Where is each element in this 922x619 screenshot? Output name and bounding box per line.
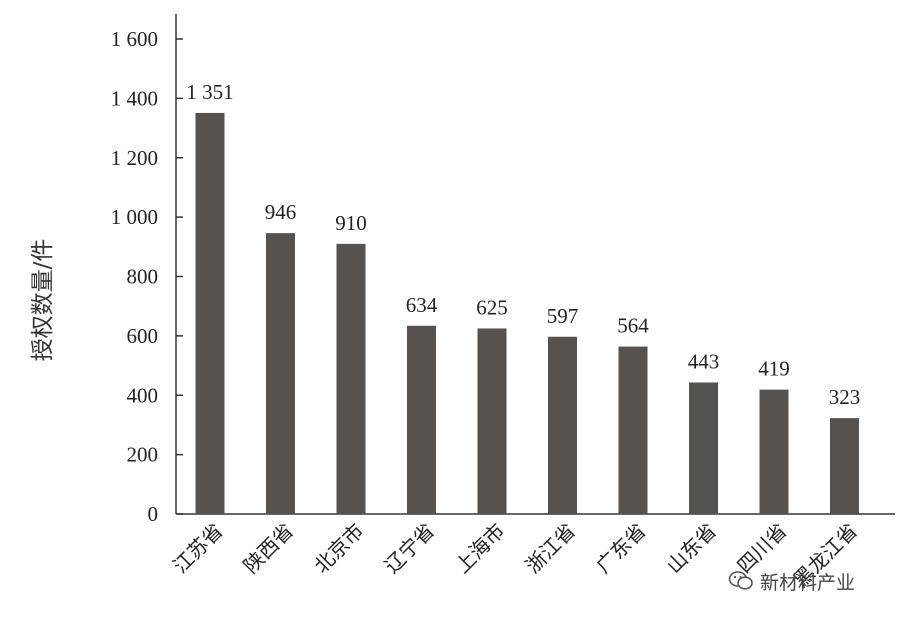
- bar: [407, 325, 436, 514]
- y-tick-label: 1 000: [111, 205, 158, 229]
- y-tick-label: 200: [127, 443, 159, 467]
- bar: [266, 233, 295, 514]
- y-axis-title: 授权数量/件: [30, 239, 56, 362]
- watermark: 新材料产业: [728, 566, 908, 596]
- y-tick-label: 1 600: [111, 27, 158, 51]
- data-label: 634: [406, 293, 438, 317]
- y-ticks: 0 200 400 600 800 1 000 1 200 1 400 1 600: [111, 27, 183, 526]
- bar: [618, 346, 648, 514]
- data-label: 1 351: [186, 80, 233, 104]
- data-label: 419: [758, 357, 790, 381]
- category-label: 上海市: [450, 519, 509, 578]
- bar: [689, 382, 718, 514]
- data-label: 625: [476, 295, 508, 319]
- data-label: 323: [829, 385, 861, 409]
- bar: [477, 328, 507, 514]
- category-label: 浙江省: [521, 519, 580, 578]
- bar: [830, 418, 859, 514]
- data-label: 597: [547, 304, 579, 328]
- data-label: 910: [335, 211, 367, 235]
- bar: [195, 112, 225, 514]
- y-tick-label: 600: [127, 324, 159, 348]
- data-labels: 1 351 946 910 634 625 597 564 443 419 323: [186, 80, 860, 409]
- y-tick-label: 1 200: [111, 146, 158, 170]
- category-label: 北京市: [309, 519, 368, 578]
- y-tick-label: 800: [127, 265, 159, 289]
- category-label: 广东省: [591, 519, 650, 578]
- y-tick-label: 1 400: [111, 86, 158, 110]
- category-label: 陕西省: [239, 519, 298, 578]
- category-label: 辽宁省: [380, 519, 439, 578]
- category-label: 山东省: [662, 519, 721, 578]
- watermark-text: 新材料产业: [760, 571, 856, 594]
- bar: [548, 336, 577, 514]
- data-label: 946: [265, 200, 297, 224]
- wechat-icon: [728, 571, 753, 590]
- data-label: 564: [617, 314, 649, 338]
- bar: [759, 389, 789, 514]
- category-label: 江苏省: [168, 519, 227, 578]
- bar: [336, 243, 366, 514]
- y-tick-label: 400: [127, 383, 159, 407]
- y-tick-label: 0: [148, 502, 159, 526]
- bars: [195, 112, 859, 514]
- data-label: 443: [688, 349, 720, 373]
